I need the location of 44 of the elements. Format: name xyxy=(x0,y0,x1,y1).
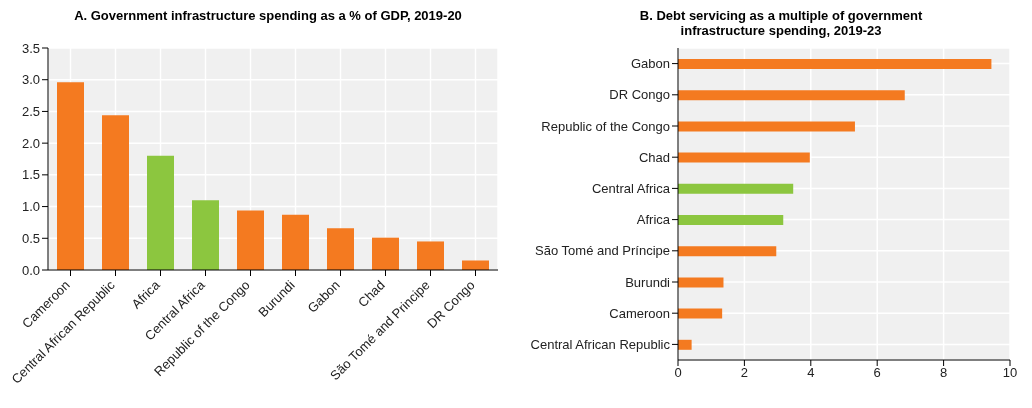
y-tick-label: São Tomé and Príncipe xyxy=(535,243,670,259)
x-tick-label: 8 xyxy=(939,365,948,381)
y-tick-label: 1.0 xyxy=(21,199,40,215)
bar xyxy=(102,115,129,270)
y-tick-label: 2.5 xyxy=(21,104,40,120)
y-tick-label: Africa xyxy=(636,212,671,228)
bar xyxy=(237,210,264,270)
chart-title: A. Government infrastructure spending as a % of GDP, 2019-20 xyxy=(74,8,462,23)
y-tick-label: Central Africa xyxy=(591,181,671,197)
bar xyxy=(192,200,219,270)
bar xyxy=(678,152,810,163)
bar xyxy=(372,237,399,270)
x-tick-label: 2 xyxy=(740,365,749,381)
y-tick-label: DR Congo xyxy=(609,87,670,103)
bar xyxy=(462,260,489,270)
bar xyxy=(678,308,723,319)
x-tick-label: 6 xyxy=(873,365,881,381)
y-tick-label: 2.0 xyxy=(21,135,40,151)
y-tick-label: 3.5 xyxy=(21,40,40,56)
y-tick-label: Chad xyxy=(638,149,670,165)
y-tick-label: 0.5 xyxy=(21,230,40,246)
y-tick-label: Gabon xyxy=(630,56,670,72)
bar xyxy=(678,339,692,350)
x-tick-label: 0 xyxy=(674,365,682,381)
chart-title: B. Debt servicing as a multiple of government infrastructure spending, 2019-23 xyxy=(638,8,924,40)
bar xyxy=(678,277,724,288)
y-tick-label: 1.5 xyxy=(21,167,40,183)
y-tick-label: Republic of the Congo xyxy=(541,118,670,134)
bar xyxy=(57,82,84,270)
y-tick-label: 3.0 xyxy=(21,72,40,88)
bar xyxy=(147,155,174,270)
bar xyxy=(327,228,354,270)
y-tick-label: Central African Republic xyxy=(530,337,671,353)
bar xyxy=(282,214,309,270)
bar xyxy=(678,215,784,225)
y-tick-label: 0.0 xyxy=(21,262,40,278)
x-tick-label: 10 xyxy=(1002,365,1018,381)
bar xyxy=(678,246,777,257)
bar xyxy=(678,90,905,101)
x-tick-label: 4 xyxy=(807,365,815,381)
bar xyxy=(678,183,794,194)
bar xyxy=(678,121,855,132)
bar xyxy=(678,59,992,69)
bar xyxy=(417,241,444,270)
